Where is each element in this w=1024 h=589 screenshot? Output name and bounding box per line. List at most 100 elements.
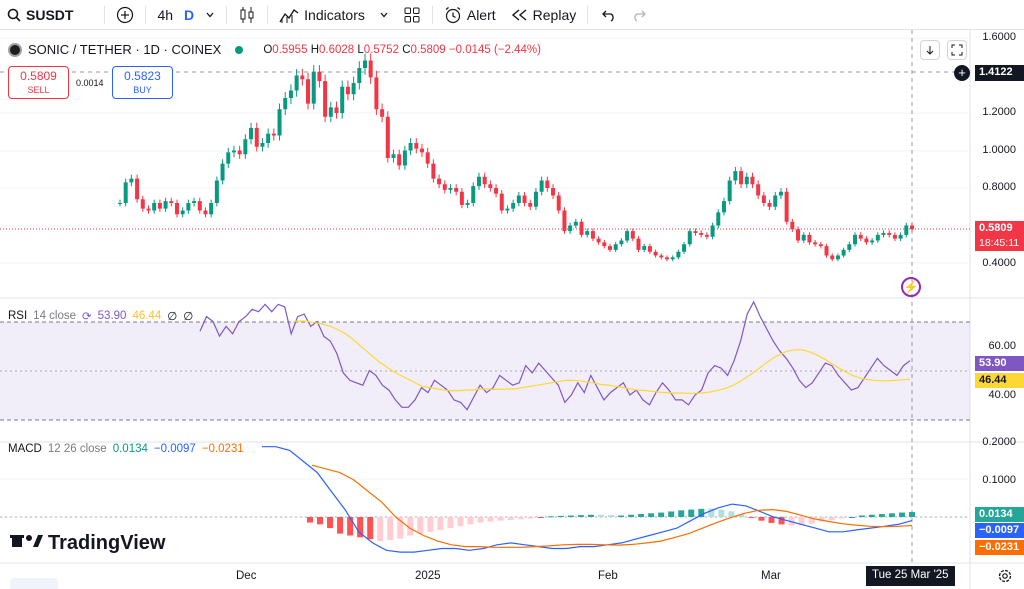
candle-body xyxy=(186,203,191,211)
candle-body xyxy=(397,154,402,166)
macd-hist-value: 0.0134 xyxy=(112,443,148,455)
candle-body xyxy=(818,244,823,247)
macd-histogram-bar xyxy=(527,517,534,519)
candle-body xyxy=(687,231,692,245)
chart-type-button[interactable] xyxy=(231,0,263,30)
collapse-legend-button[interactable] xyxy=(920,40,940,60)
candle-body xyxy=(608,246,613,250)
indicators-dropdown[interactable] xyxy=(372,0,396,30)
templates-button[interactable] xyxy=(396,0,428,30)
candle-body xyxy=(750,176,755,185)
rsi-value-tag: 53.90 xyxy=(975,356,1024,371)
chart-settings-button[interactable] xyxy=(997,568,1013,589)
candle-body xyxy=(459,191,464,205)
macd-signal-tag: −0.0231 xyxy=(975,540,1024,555)
fullscreen-button[interactable] xyxy=(947,40,967,60)
candle-body xyxy=(419,148,424,153)
sonic-coin-icon xyxy=(8,42,22,57)
candle-body xyxy=(784,191,789,222)
alarm-clock-icon xyxy=(445,6,461,23)
rsi-series xyxy=(199,300,911,411)
macd-histogram-bar xyxy=(658,512,665,517)
crosshair-date-tag: Tue 25 Mar '25 xyxy=(866,566,955,586)
compare-symbol-button[interactable] xyxy=(109,0,141,30)
candle-body xyxy=(813,242,818,245)
macd-histogram-bar xyxy=(909,512,915,517)
macd-histogram-bar xyxy=(447,517,454,529)
candle-body xyxy=(471,186,476,203)
rsi-params: 14 close xyxy=(33,310,77,322)
candle-body xyxy=(323,81,328,117)
candle-body xyxy=(482,176,487,185)
symbol-search[interactable]: SUSDT xyxy=(0,0,80,30)
candle-body xyxy=(174,203,179,215)
candle-body xyxy=(465,203,470,205)
indicators-icon xyxy=(279,8,299,23)
alert-button[interactable]: Alert xyxy=(437,0,503,30)
candle-body xyxy=(203,210,208,215)
rsi-ma-value: 46.44 xyxy=(132,310,162,322)
macd-histogram-bar xyxy=(367,517,374,540)
candle-body xyxy=(237,150,242,155)
macd-histogram-bar xyxy=(577,515,584,517)
macd-line xyxy=(262,446,913,553)
price-chart-canvas[interactable] xyxy=(0,30,1024,589)
candle-body xyxy=(790,221,795,230)
candle-body xyxy=(562,210,567,232)
candle-body xyxy=(778,191,783,196)
interval-4h[interactable]: 4h xyxy=(150,0,180,30)
macd-histogram-bar xyxy=(828,517,835,520)
candle-body xyxy=(659,255,664,258)
candle-body xyxy=(118,203,122,204)
candle-body xyxy=(454,188,459,192)
top-toolbar: SUSDT 4h D Indicators Alert Replay xyxy=(0,0,1024,30)
rsi-ma-line xyxy=(293,320,911,394)
event-icon[interactable]: ⚡ xyxy=(901,277,921,297)
time-axis-label: 2025 xyxy=(415,570,441,582)
candle-body xyxy=(858,234,863,239)
candle-body xyxy=(693,231,698,233)
macd-histogram-bar xyxy=(377,517,384,542)
candle-body xyxy=(374,77,379,110)
sell-button[interactable]: 0.5809 SELL xyxy=(8,66,69,99)
macd-histogram-bar xyxy=(668,511,675,517)
macd-histogram-bar xyxy=(337,517,344,534)
macd-histogram-bar xyxy=(888,513,895,517)
candle-body xyxy=(881,233,886,235)
macd-histogram-bar xyxy=(628,514,635,517)
chevron-down-icon xyxy=(206,12,214,17)
candle-body xyxy=(528,203,533,207)
macd-legend: MACD 12 26 close 0.0134 −0.0097 −0.0231 xyxy=(8,443,244,455)
interval-dropdown[interactable] xyxy=(198,0,222,30)
redo-button[interactable] xyxy=(624,0,656,30)
candle-body xyxy=(767,203,772,207)
macd-histogram-bar xyxy=(467,517,474,525)
macd-histogram-bar xyxy=(758,517,765,521)
candle-body xyxy=(522,195,527,203)
buy-price: 0.5823 xyxy=(124,69,161,83)
replay-label: Replay xyxy=(532,6,577,23)
buy-button[interactable]: 0.5823 BUY xyxy=(112,66,173,99)
macd-histogram-bar xyxy=(427,517,434,532)
crosshair-add-button[interactable]: + xyxy=(954,65,970,81)
macd-axis-label: 0.2000 xyxy=(982,436,1016,448)
candle-body xyxy=(625,231,630,241)
candle-body xyxy=(585,231,590,235)
macd-params: 12 26 close xyxy=(47,443,107,455)
undo-button[interactable] xyxy=(592,0,624,30)
fullscreen-icon xyxy=(951,44,963,56)
candle-body xyxy=(157,203,162,209)
macd-histogram-bar xyxy=(648,513,655,517)
interval-d[interactable]: D xyxy=(180,0,198,30)
indicators-button[interactable]: Indicators xyxy=(272,0,372,30)
candle-body xyxy=(192,201,197,203)
symbol-title: SONIC / TETHER · 1D · COINEX xyxy=(28,42,222,57)
candle-body xyxy=(152,203,157,211)
bottom-left-tab[interactable] xyxy=(10,578,58,589)
candle-body xyxy=(380,109,385,117)
candle-body xyxy=(220,163,225,181)
candle-body xyxy=(414,143,419,149)
replay-button[interactable]: Replay xyxy=(503,0,584,30)
candle-body xyxy=(579,221,584,235)
candle-body xyxy=(796,229,801,241)
